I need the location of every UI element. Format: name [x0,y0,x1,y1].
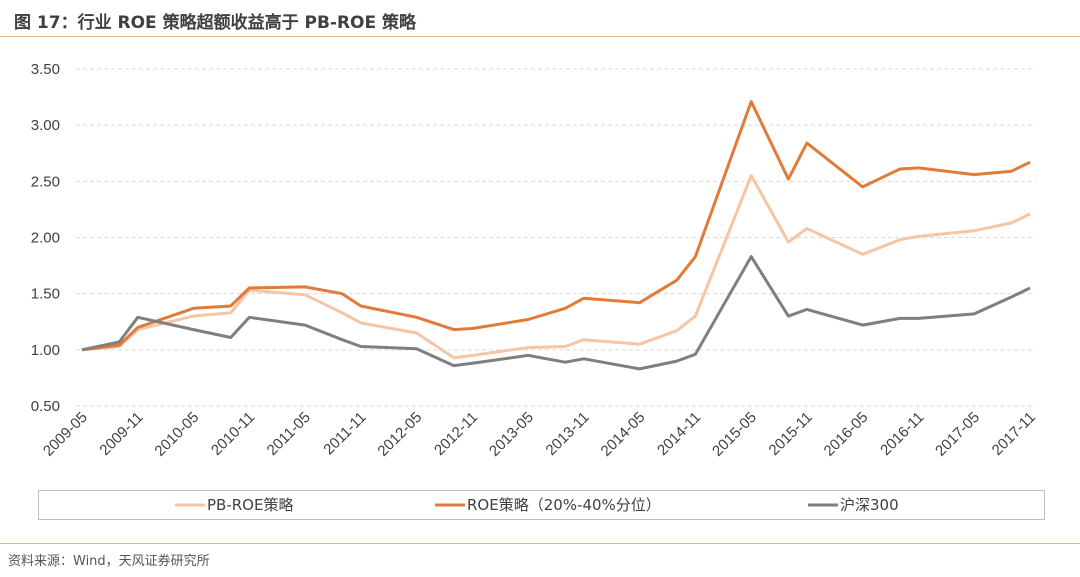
y-tick-label: 3.50 [31,61,60,78]
x-tick-label: 2016-11 [877,409,927,459]
x-tick-label: 2013-05 [486,409,537,460]
legend [38,490,1045,520]
x-tick-label: 2012-05 [374,409,425,460]
figure-title: 图 17：行业 ROE 策略超额收益高于 PB-ROE 策略 [14,13,417,33]
x-tick-label: 2009-05 [40,409,91,460]
y-tick-label: 2.00 [31,230,60,247]
y-tick-label: 0.50 [31,398,60,415]
y-tick-label: 1.50 [31,286,60,303]
legend-label: PB-ROE策略 [207,496,293,514]
legend-label: 沪深300 [840,496,899,514]
x-tick-label: 2015-05 [709,409,760,460]
source-divider [0,543,1080,544]
series-line-2 [81,255,1031,371]
series-line-1 [81,100,1031,352]
x-tick-label: 2010-11 [208,409,258,459]
x-tick-label: 2012-11 [431,409,481,459]
x-tick-label: 2010-05 [151,409,202,460]
x-tick-label: 2017-05 [932,409,983,460]
x-tick-label: 2011-05 [264,409,314,459]
x-tick-label: 2014-05 [598,409,649,460]
x-tick-label: 2013-11 [543,409,593,459]
x-tick-label: 2014-11 [654,409,704,459]
x-tick-label: 2009-11 [96,409,146,459]
x-tick-label: 2011-11 [320,409,369,458]
title-divider [0,36,1080,37]
x-tick-label: 2016-05 [821,409,872,460]
legend-label: ROE策略（20%-40%分位） [467,496,661,514]
y-tick-label: 2.50 [31,173,60,190]
x-tick-label: 2015-11 [766,409,816,459]
x-tick-label: 2017-11 [989,409,1039,459]
y-tick-label: 1.00 [31,342,60,359]
series-line-0 [81,174,1031,360]
y-tick-label: 3.00 [31,117,60,134]
source-note: 资料来源：Wind，天风证券研究所 [8,554,210,569]
